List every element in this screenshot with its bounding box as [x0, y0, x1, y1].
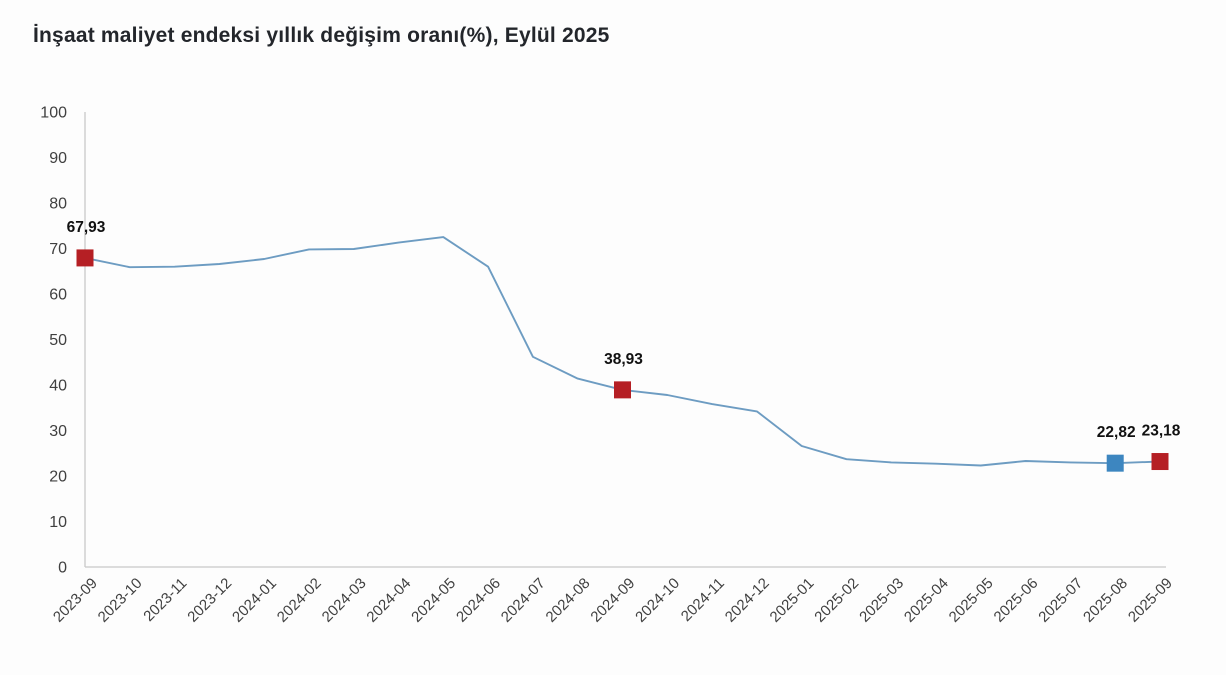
x-tick-label: 2025-08: [1080, 575, 1131, 626]
chart-title: İnşaat maliyet endeksi yıllık değişim or…: [33, 24, 610, 47]
x-tick-label: 2025-07: [1035, 575, 1086, 626]
x-tick-label: 2025-09: [1125, 575, 1176, 626]
x-tick-label: 2024-10: [632, 575, 683, 626]
x-tick-label: 2023-09: [50, 575, 101, 626]
x-tick-label: 2024-04: [363, 575, 414, 626]
data-label-2025-08: 22,82: [1097, 424, 1136, 441]
marker-2024-09-red: [614, 381, 631, 399]
y-tick-label: 100: [40, 105, 67, 122]
x-tick-label: 2024-08: [543, 575, 594, 626]
x-tick-label: 2024-05: [408, 575, 459, 626]
x-tick-label: 2024-07: [498, 575, 549, 626]
y-tick-label: 50: [49, 332, 67, 349]
x-tick-label: 2023-11: [140, 575, 190, 625]
y-tick-label: 30: [49, 423, 67, 440]
x-tick-label: 2025-04: [901, 575, 952, 626]
x-tick-label: 2023-10: [95, 575, 146, 626]
y-tick-label: 90: [49, 150, 67, 167]
x-tick-label: 2025-03: [856, 575, 907, 626]
data-label-2025-09: 23,18: [1142, 423, 1181, 440]
marker-2023-09-red: [76, 249, 94, 267]
x-tick-label: 2023-12: [184, 575, 235, 626]
y-tick-label: 40: [49, 378, 67, 395]
x-tick-label: 2025-06: [990, 575, 1041, 626]
marker-2025-08-blue: [1106, 454, 1124, 472]
y-tick-label: 0: [58, 560, 67, 577]
x-tick-label: 2024-12: [722, 575, 773, 626]
x-tick-label: 2024-06: [453, 575, 504, 626]
y-tick-label: 20: [49, 469, 67, 486]
x-tick-label: 2024-01: [229, 575, 280, 626]
x-tick-label: 2024-02: [274, 575, 325, 626]
y-tick-label: 10: [49, 514, 67, 531]
data-label-2023-09: 67,93: [67, 219, 106, 236]
x-tick-label: 2025-01: [767, 575, 818, 626]
x-tick-label: 2025-05: [946, 575, 997, 626]
x-tick-label: 2024-09: [587, 575, 638, 626]
x-tick-label: 2025-02: [811, 575, 862, 626]
y-tick-label: 60: [49, 287, 67, 304]
x-tick-label: 2024-03: [319, 575, 370, 626]
data-label-2024-09: 38,93: [604, 351, 643, 368]
y-tick-label: 70: [49, 241, 67, 258]
y-tick-label: 80: [49, 196, 67, 213]
marker-2025-09-red: [1151, 453, 1169, 471]
x-tick-label: 2024-11: [678, 575, 728, 625]
